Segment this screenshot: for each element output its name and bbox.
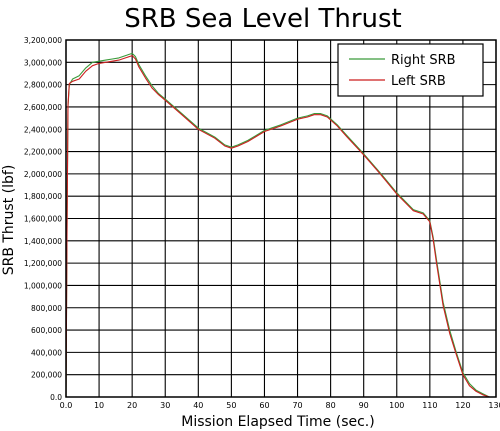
x-tick-label: 120 <box>455 401 470 410</box>
y-tick-label: 800,000 <box>31 304 62 313</box>
x-tick-label: 60 <box>259 401 269 410</box>
y-tick-label: 0.0 <box>50 393 62 402</box>
x-tick-label: 90 <box>359 401 369 410</box>
y-tick-label: 1,600,000 <box>24 215 62 224</box>
x-tick-label: 100 <box>389 401 404 410</box>
x-tick-label: 70 <box>292 401 302 410</box>
y-tick-label: 3,200,000 <box>24 36 62 45</box>
series-layer <box>65 52 490 398</box>
x-tick-label: 10 <box>94 401 104 410</box>
y-tick-label: 400,000 <box>31 348 62 357</box>
y-axis-label: SRB Thrust (lbf) <box>1 165 17 276</box>
y-tick-label: 3,000,000 <box>24 58 62 67</box>
x-tick-label: 50 <box>226 401 236 410</box>
y-tick-labels: 0.0 200,000 400,000 600,000 800,000 1,000,000… <box>24 36 62 402</box>
y-tick-label: 1,000,000 <box>24 281 62 290</box>
legend-label: Left SRB <box>391 74 446 89</box>
y-tick-label: 2,000,000 <box>24 170 62 179</box>
x-tick-label: 0.0 <box>60 401 73 410</box>
y-tick-label: 1,200,000 <box>24 259 62 268</box>
y-tick-label: 1,800,000 <box>24 192 62 201</box>
y-tick-label: 2,600,000 <box>24 103 62 112</box>
x-tick-label: 110 <box>422 401 437 410</box>
x-tick-label: 30 <box>160 401 170 410</box>
chart-title: SRB Sea Level Thrust <box>124 4 402 34</box>
x-tick-label: 40 <box>193 401 203 410</box>
x-tick-label: 20 <box>127 401 137 410</box>
x-tick-label: 80 <box>326 401 336 410</box>
legend: Right SRB Left SRB <box>337 43 484 97</box>
y-tick-label: 2,800,000 <box>24 81 62 90</box>
series-line-left-srb <box>65 55 490 398</box>
y-tick-label: 1,400,000 <box>24 237 62 246</box>
plot-frame <box>65 39 497 398</box>
y-tick-label: 200,000 <box>31 371 62 380</box>
y-tick-label: 600,000 <box>31 326 62 335</box>
y-tick-label: 2,400,000 <box>24 125 62 134</box>
x-axis-label: Mission Elapsed Time (sec.) <box>181 414 374 430</box>
legend-label: Right SRB <box>391 53 456 68</box>
legend-box <box>337 43 484 97</box>
x-tick-label: 130 <box>488 401 500 410</box>
y-tick-label: 2,200,000 <box>24 148 62 157</box>
x-tick-labels: 0.0 10 20 30 40 50 60 70 80 90 100 110 120 130 <box>60 401 500 410</box>
